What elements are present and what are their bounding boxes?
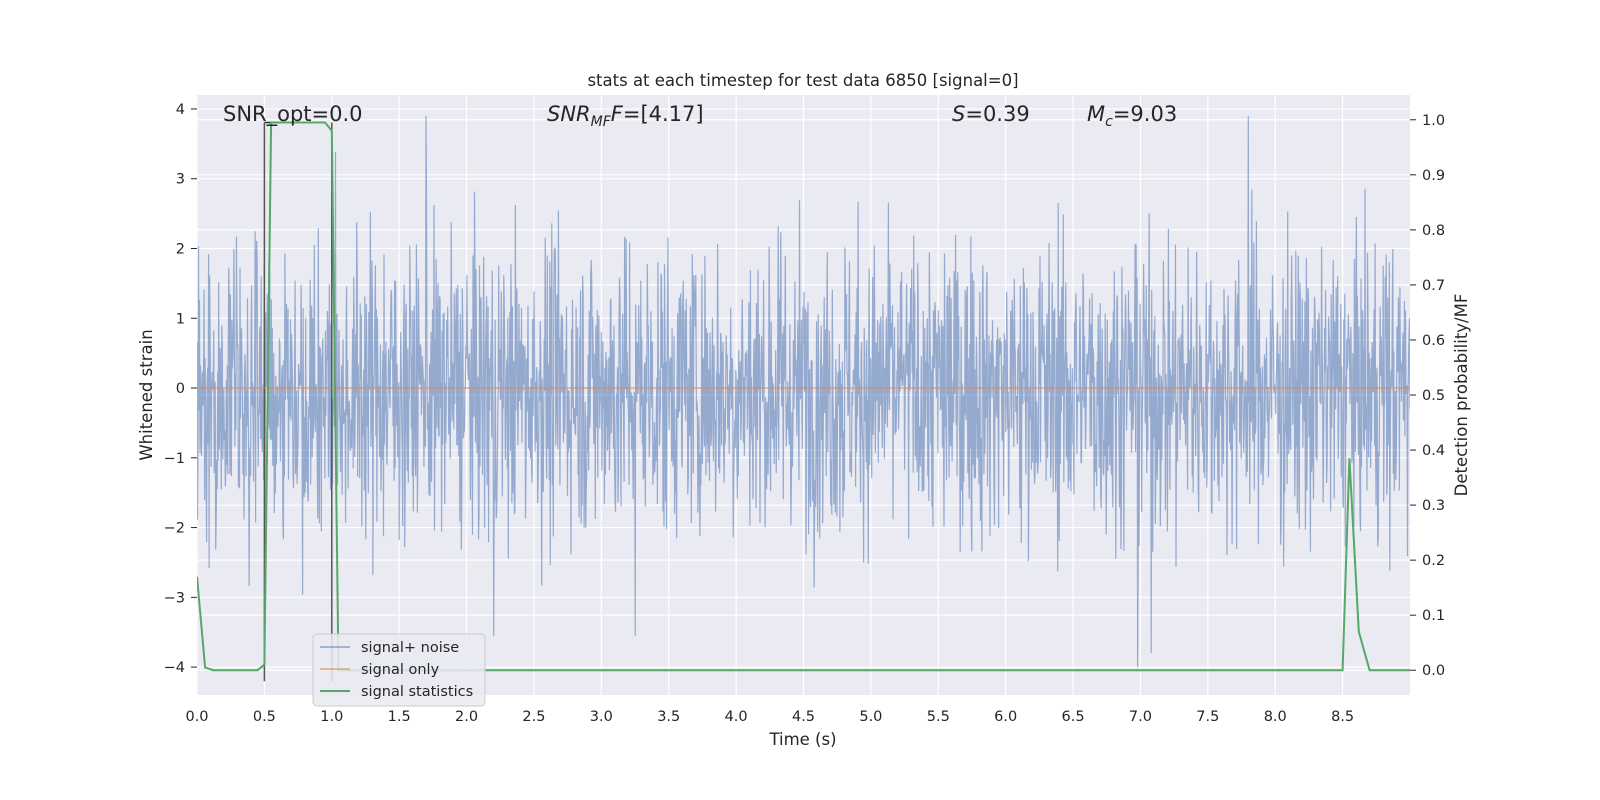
y2-tick-label: 0.1 <box>1422 608 1445 624</box>
legend-box <box>312 633 486 707</box>
y2-axis-ticks: 1.0 0.9 0.8 0.7 0.6 0.5 0.4 0.3 0.2 0.1 0.0 <box>1410 113 1445 679</box>
signal-noise-trace <box>197 115 1410 668</box>
x-tick-label: 2.0 <box>455 709 478 725</box>
y-tick-label: −2 <box>164 521 185 537</box>
y2-tick-label: 0.4 <box>1422 443 1445 459</box>
annotation-snr-mf-value: =[4.17] <box>623 102 704 126</box>
y-tick-label: 0 <box>176 381 185 397</box>
x-tick-label: 5.0 <box>859 709 882 725</box>
chart-title: stats at each timestep for test data 685… <box>587 71 1018 90</box>
x-tick-label: 0.5 <box>253 709 276 725</box>
y-tick-label: 1 <box>176 311 185 327</box>
y-axis-ticks: 4 3 2 1 0 −1 −2 −3 −4 <box>164 102 197 676</box>
annotation-snr-mf-subscript: MF <box>591 114 612 130</box>
y-tick-label: −3 <box>164 590 185 606</box>
legend-label-noise: signal+ noise <box>361 640 459 656</box>
annotation-s-symbol: S <box>952 102 965 126</box>
x-tick-label: 8.5 <box>1331 709 1354 725</box>
x-tick-label: 4.5 <box>792 709 815 725</box>
x-tick-label: 5.5 <box>927 709 950 725</box>
annotation-s: S=0.39 <box>952 102 1030 126</box>
y2-tick-label: 0.5 <box>1422 388 1445 404</box>
annotation-snr-mf: SNRMFF=[4.17] <box>547 102 704 130</box>
y-axis-label: Whitened strain <box>137 329 156 460</box>
y2-tick-label: 1.0 <box>1422 113 1445 129</box>
x-tick-label: 3.0 <box>590 709 613 725</box>
y2-tick-label: 0.3 <box>1422 498 1445 514</box>
y2-tick-label: 0.0 <box>1422 663 1445 679</box>
x-tick-label: 1.0 <box>320 709 343 725</box>
y-tick-label: −4 <box>164 660 185 676</box>
x-tick-label: 8.0 <box>1264 709 1287 725</box>
y2-tick-label: 0.9 <box>1422 168 1445 184</box>
x-tick-label: 7.0 <box>1129 709 1152 725</box>
y2-tick-label: 0.7 <box>1422 278 1445 294</box>
annotation-mc-value: =9.03 <box>1113 102 1177 126</box>
annotation-mc-subscript: c <box>1105 114 1113 130</box>
y2-tick-label: 0.8 <box>1422 223 1445 239</box>
annotation-mc-symbol: M <box>1087 102 1105 126</box>
x-tick-label: 1.5 <box>388 709 411 725</box>
x-tick-label: 2.5 <box>522 709 545 725</box>
x-tick-label: 4.0 <box>725 709 748 725</box>
y-tick-label: −1 <box>164 451 185 467</box>
y2-tick-label: 0.2 <box>1422 553 1445 569</box>
signal-noise-series <box>197 115 1410 668</box>
x-tick-label: 6.5 <box>1062 709 1085 725</box>
annotation-snr-opt: SNR_opt=0.0 <box>223 102 363 127</box>
annotation-s-value: =0.39 <box>965 102 1029 126</box>
annotation-mc: Mc=9.03 <box>1087 102 1177 130</box>
y-tick-label: 4 <box>176 102 185 118</box>
legend: signal+ noise signal only signal statist… <box>312 633 486 707</box>
y-tick-label: 3 <box>176 172 185 188</box>
x-axis-label: Time (s) <box>768 730 836 749</box>
legend-label-signal: signal only <box>361 662 440 678</box>
x-tick-label: 6.0 <box>994 709 1017 725</box>
legend-label-stats: signal statistics <box>361 684 473 700</box>
y2-axis-label: Detection probability/MF <box>1452 294 1471 497</box>
annotation-snr-mf-symbol: SNR <box>547 102 591 126</box>
x-tick-label: 0.0 <box>185 709 208 725</box>
y2-tick-label: 0.6 <box>1422 333 1445 349</box>
x-axis-ticks: 0.0 0.5 1.0 1.5 2.0 2.5 3.0 3.5 4.0 4.5 5.0 5.5 6.0 6… <box>185 709 1354 725</box>
x-tick-label: 7.5 <box>1196 709 1219 725</box>
y-tick-label: 2 <box>176 241 185 257</box>
x-tick-label: 3.5 <box>657 709 680 725</box>
